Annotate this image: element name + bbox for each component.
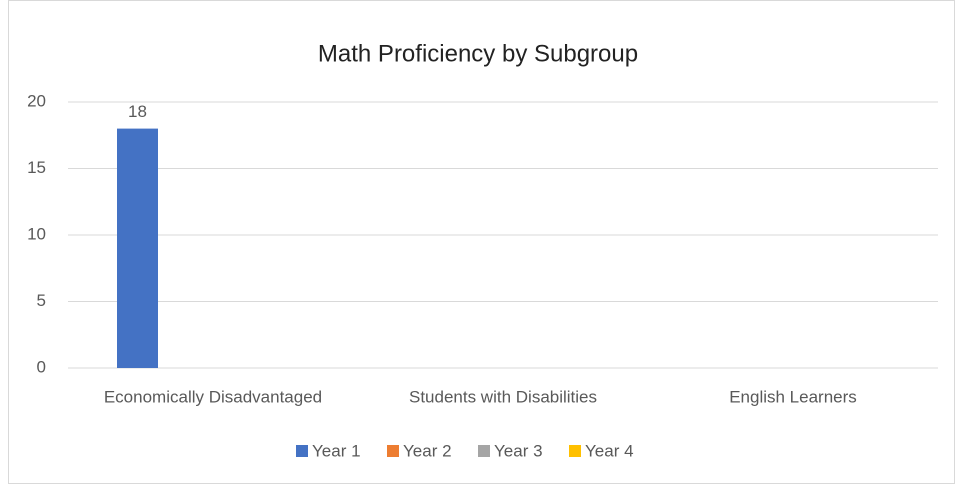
y-tick-label: 0 <box>37 357 46 376</box>
legend-label: Year 3 <box>494 441 543 460</box>
y-tick-label: 5 <box>37 291 46 310</box>
data-label: 18 <box>128 102 147 121</box>
x-tick-label: Students with Disabilities <box>409 387 597 406</box>
y-tick-label: 20 <box>27 91 46 110</box>
chart-title: Math Proficiency by Subgroup <box>318 40 638 67</box>
y-tick-label: 15 <box>27 158 46 177</box>
legend-swatch <box>296 445 308 457</box>
legend-label: Year 1 <box>312 441 361 460</box>
legend-label: Year 2 <box>403 441 452 460</box>
chart-border <box>8 0 955 484</box>
bar <box>117 128 158 368</box>
x-tick-label: Economically Disadvantaged <box>104 387 322 406</box>
legend-swatch <box>478 445 490 457</box>
legend-swatch <box>569 445 581 457</box>
legend-label: Year 4 <box>585 441 634 460</box>
x-tick-label: English Learners <box>729 387 857 406</box>
y-tick-label: 10 <box>27 224 46 243</box>
legend-swatch <box>387 445 399 457</box>
